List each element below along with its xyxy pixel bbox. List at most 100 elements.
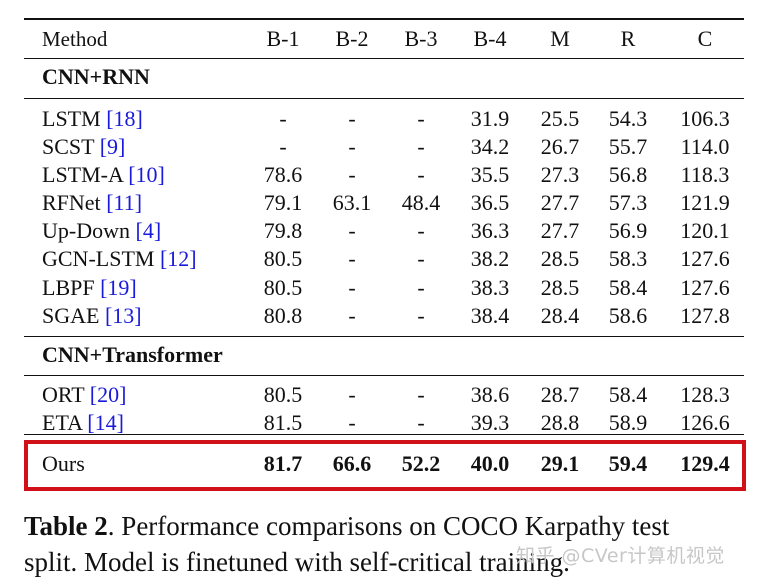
value-cell: - [348, 106, 356, 131]
method-cell: SGAE [13] [42, 303, 142, 329]
method-name: RFNet [42, 190, 101, 215]
citation-link[interactable]: [12] [159, 246, 197, 271]
value-cell: - [417, 162, 425, 187]
value-cell: - [417, 246, 425, 271]
method-name: SGAE [42, 303, 100, 328]
value-cell: - [417, 275, 425, 300]
value-cell: 59.4 [608, 451, 648, 476]
value-cell: - [417, 382, 425, 407]
method-name: SCST [42, 134, 95, 159]
value-cell: 27.7 [540, 218, 580, 243]
method-name: ETA [42, 410, 82, 435]
header-col-4: B-4 [473, 26, 507, 51]
value-cell: 38.6 [470, 382, 510, 407]
group2-top-rule [24, 336, 744, 337]
value-cell: 28.5 [540, 275, 580, 300]
caption-line2: split. Model is finetuned with self-crit… [24, 547, 570, 577]
header-col-6: R [620, 26, 636, 51]
value-cell: 80.5 [263, 275, 303, 300]
method-cell: RFNet [11] [42, 190, 142, 216]
value-cell: 36.5 [470, 190, 510, 215]
header-col-7: C [697, 26, 713, 51]
value-cell: 81.7 [263, 451, 303, 476]
value-cell: - [348, 303, 356, 328]
value-cell: 35.5 [470, 162, 510, 187]
value-cell: 118.3 [680, 162, 730, 187]
table-caption: Table 2. Performance comparisons on COCO… [24, 508, 744, 580]
value-cell: 52.2 [401, 451, 441, 476]
value-cell: - [348, 410, 356, 435]
value-cell: - [417, 106, 425, 131]
header-rule [24, 58, 744, 59]
value-cell: 54.3 [608, 106, 648, 131]
header-col-1: B-1 [266, 26, 300, 51]
citation-link[interactable]: [10] [128, 162, 165, 187]
value-cell: 38.2 [470, 246, 510, 271]
value-cell: 106.3 [680, 106, 730, 131]
value-cell: - [417, 134, 425, 159]
method-cell: LBPF [19] [42, 275, 137, 301]
value-cell: - [279, 106, 287, 131]
value-cell: 26.7 [540, 134, 580, 159]
value-cell: 80.5 [263, 246, 303, 271]
method-cell: GCN-LSTM [12] [42, 246, 197, 272]
method-name: LBPF [42, 275, 95, 300]
value-cell: 129.4 [680, 451, 730, 476]
value-cell: 27.3 [540, 162, 580, 187]
value-cell: 127.8 [680, 303, 730, 328]
ours-highlight-box [24, 440, 746, 491]
citation-link[interactable]: [18] [106, 106, 143, 131]
value-cell: 80.5 [263, 382, 303, 407]
method-cell: ORT [20] [42, 382, 126, 408]
value-cell: 114.0 [680, 134, 730, 159]
value-cell: 128.3 [680, 382, 730, 407]
value-cell: 66.6 [332, 451, 372, 476]
header-col-2: B-2 [335, 26, 369, 51]
method-cell: Up-Down [4] [42, 218, 161, 244]
value-cell: 56.9 [608, 218, 648, 243]
value-cell: 25.5 [540, 106, 580, 131]
value-cell: - [348, 382, 356, 407]
value-cell: 29.1 [540, 451, 580, 476]
value-cell: 126.6 [680, 410, 730, 435]
value-cell: 28.5 [540, 246, 580, 271]
citation-link[interactable]: [13] [104, 303, 142, 328]
value-cell: 57.3 [608, 190, 648, 215]
value-cell: 38.3 [470, 275, 510, 300]
method-cell: ETA [14] [42, 410, 124, 436]
value-cell: 81.5 [263, 410, 303, 435]
value-cell: - [348, 134, 356, 159]
value-cell: 127.6 [680, 246, 730, 271]
group-title-cnn-transformer: CNN+Transformer [42, 342, 223, 367]
value-cell: 80.8 [263, 303, 303, 328]
value-cell: 63.1 [332, 190, 372, 215]
citation-link[interactable]: [19] [100, 275, 137, 300]
group-title-cnn-rnn: CNN+RNN [42, 64, 150, 89]
citation-link[interactable]: [4] [135, 218, 162, 243]
header-col-3: B-3 [404, 26, 438, 51]
group1-rule [24, 98, 744, 99]
citation-link[interactable]: [9] [99, 134, 126, 159]
value-cell: 39.3 [470, 410, 510, 435]
citation-link[interactable]: [20] [89, 382, 127, 407]
value-cell: 31.9 [470, 106, 510, 131]
value-cell: - [417, 410, 425, 435]
citation-link[interactable]: [11] [106, 190, 143, 215]
value-cell: 48.4 [401, 190, 441, 215]
value-cell: - [348, 162, 356, 187]
method-name: Ours [42, 451, 85, 476]
value-cell: 27.7 [540, 190, 580, 215]
citation-link[interactable]: [14] [87, 410, 124, 435]
method-name: LSTM [42, 106, 101, 131]
value-cell: 28.4 [540, 303, 580, 328]
value-cell: 78.6 [263, 162, 303, 187]
value-cell: 55.7 [608, 134, 648, 159]
value-cell: 58.3 [608, 246, 648, 271]
method-name: GCN-LSTM [42, 246, 155, 271]
method-cell: LSTM [18] [42, 106, 143, 132]
value-cell: 79.1 [263, 190, 303, 215]
caption-label: Table 2 [24, 511, 108, 541]
value-cell: 58.9 [608, 410, 648, 435]
value-cell: 34.2 [470, 134, 510, 159]
header-col-5: M [550, 26, 570, 51]
